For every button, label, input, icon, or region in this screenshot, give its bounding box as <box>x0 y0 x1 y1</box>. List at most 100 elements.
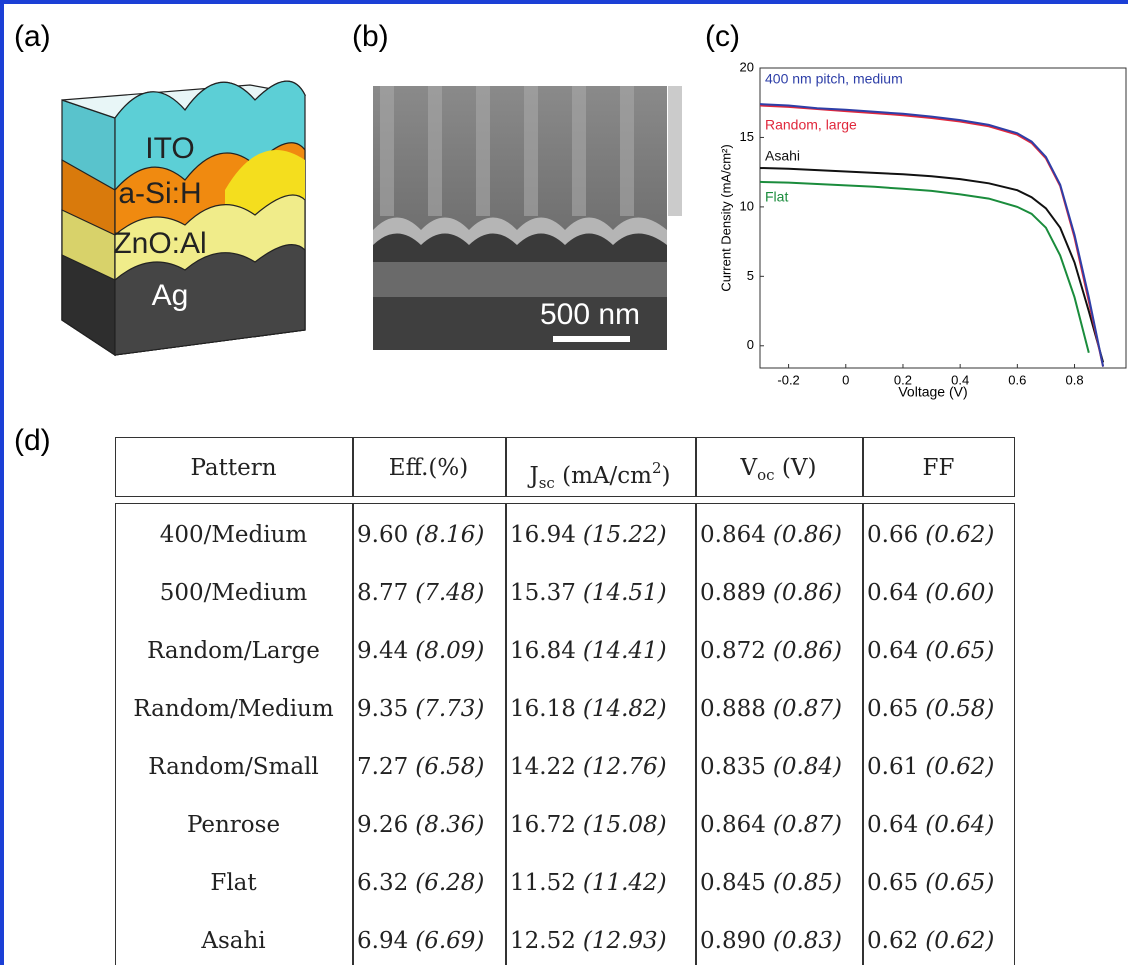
table-cell: 9.44(8.09) <box>352 635 510 667</box>
header-superscript: 2 <box>652 459 662 477</box>
table-cell: Penrose <box>115 809 352 841</box>
table-cell: 0.864 (0.87) <box>695 809 867 841</box>
table-cell: 0.890 (0.83) <box>695 925 867 957</box>
simulated-value: (0.86) <box>773 522 842 548</box>
header-text: (mA/cm <box>555 463 652 489</box>
simulated-value: (15.08) <box>583 812 667 838</box>
table-cell: 16.94 (15.22) <box>505 519 700 551</box>
header-text: Pattern <box>190 455 276 481</box>
simulated-value: (0.85) <box>773 870 842 896</box>
table-cell: 0.888(0.87) <box>695 693 867 725</box>
table-cell: Random/Medium <box>115 693 352 725</box>
table-cell: 0.64(0.65) <box>862 635 1020 667</box>
pattern-name: 400/Medium <box>160 522 308 548</box>
table-cell: 0.66 (0.62) <box>862 519 1020 551</box>
simulated-value: (14.41) <box>583 638 667 664</box>
pattern-name: Random/Large <box>147 638 320 664</box>
simulated-value: (14.51) <box>583 580 667 606</box>
figure: (a) (b) (c) (d) ITOa-Si:HZnO:AlAg 500 nm… <box>0 0 1128 965</box>
simulated-value: (0.62) <box>925 928 994 954</box>
results-table: PatternEff.(%)Jsc (mA/cm2)Voc (V)FF400/M… <box>0 0 1128 965</box>
measured-value: 11.52 <box>510 870 576 896</box>
simulated-value: (0.83) <box>773 928 842 954</box>
measured-value: 0.62 <box>867 928 918 954</box>
simulated-value: (0.86) <box>773 638 842 664</box>
measured-value: 9.26 <box>357 812 408 838</box>
measured-value: 14.22 <box>510 754 576 780</box>
table-cell: 11.52(11.42) <box>505 867 700 899</box>
table-cell: 0.65 (0.58) <box>862 693 1020 725</box>
measured-value: 0.61 <box>867 754 918 780</box>
header-text: (V) <box>775 455 817 481</box>
measured-value: 15.37 <box>510 580 576 606</box>
measured-value: 6.94 <box>357 928 408 954</box>
measured-value: 0.835 <box>700 754 766 780</box>
table-cell: 12.52 (12.93) <box>505 925 700 957</box>
pattern-name: Random/Medium <box>133 696 333 722</box>
simulated-value: (0.65) <box>925 638 994 664</box>
measured-value: 16.72 <box>510 812 576 838</box>
measured-value: 9.35 <box>357 696 408 722</box>
simulated-value: (7.73) <box>415 696 484 722</box>
measured-value: 16.84 <box>510 638 576 664</box>
simulated-value: (12.93) <box>583 928 667 954</box>
table-cell: Flat <box>115 867 352 899</box>
measured-value: 0.66 <box>867 522 918 548</box>
simulated-value: (14.82) <box>583 696 667 722</box>
measured-value: 0.64 <box>867 580 918 606</box>
table-cell: 0.845(0.85) <box>695 867 867 899</box>
table-cell: 0.65 (0.65) <box>862 867 1020 899</box>
table-cell: Random/Small <box>115 751 352 783</box>
pattern-name: Penrose <box>187 812 280 838</box>
simulated-value: (0.65) <box>925 870 994 896</box>
simulated-value: (6.69) <box>415 928 484 954</box>
pattern-name: Asahi <box>201 928 265 954</box>
measured-value: 8.77 <box>357 580 408 606</box>
measured-value: 6.32 <box>357 870 408 896</box>
simulated-value: (6.28) <box>415 870 484 896</box>
table-cell: 8.77 (7.48) <box>352 577 510 609</box>
measured-value: 9.60 <box>357 522 408 548</box>
measured-value: 0.864 <box>700 812 766 838</box>
table-cell: 9.60 (8.16) <box>352 519 510 551</box>
table-cell: 500/Medium <box>115 577 352 609</box>
header-symbol: V <box>741 455 758 481</box>
table-cell: 400/Medium <box>115 519 352 551</box>
measured-value: 0.890 <box>700 928 766 954</box>
measured-value: 0.65 <box>867 696 918 722</box>
measured-value: 0.889 <box>700 580 766 606</box>
simulated-value: (0.87) <box>773 812 842 838</box>
simulated-value: (7.48) <box>415 580 484 606</box>
pattern-name: Random/Small <box>148 754 319 780</box>
simulated-value: (15.22) <box>583 522 667 548</box>
simulated-value: (0.62) <box>925 754 994 780</box>
simulated-value: (0.64) <box>925 812 994 838</box>
table-cell: 0.64 (0.64) <box>862 809 1020 841</box>
table-cell: 0.889 (0.86) <box>695 577 867 609</box>
header-cell: FF <box>862 452 1015 484</box>
measured-value: 0.65 <box>867 870 918 896</box>
simulated-value: (0.86) <box>773 580 842 606</box>
simulated-value: (0.58) <box>925 696 994 722</box>
header-symbol: J <box>529 463 538 489</box>
table-cell: 0.64 (0.60) <box>862 577 1020 609</box>
header-cell: Jsc (mA/cm2) <box>505 452 695 484</box>
table-cell: 16.18(14.82) <box>505 693 700 725</box>
header-text: FF <box>923 455 955 481</box>
table-cell: Random/Large <box>115 635 352 667</box>
simulated-value: (12.76) <box>583 754 667 780</box>
measured-value: 0.64 <box>867 812 918 838</box>
table-cell: 0.61 (0.62) <box>862 751 1020 783</box>
simulated-value: (8.16) <box>415 522 484 548</box>
simulated-value: (0.62) <box>925 522 994 548</box>
table-cell: 6.32 (6.28) <box>352 867 510 899</box>
simulated-value: (0.60) <box>925 580 994 606</box>
table-cell: 15.37 (14.51) <box>505 577 700 609</box>
measured-value: 16.94 <box>510 522 576 548</box>
simulated-value: (8.09) <box>415 638 484 664</box>
measured-value: 12.52 <box>510 928 576 954</box>
table-cell: 9.35 (7.73) <box>352 693 510 725</box>
table-cell: 0.62 (0.62) <box>862 925 1020 957</box>
table-cell: 16.72 (15.08) <box>505 809 700 841</box>
header-cell: Eff.(%) <box>352 452 505 484</box>
